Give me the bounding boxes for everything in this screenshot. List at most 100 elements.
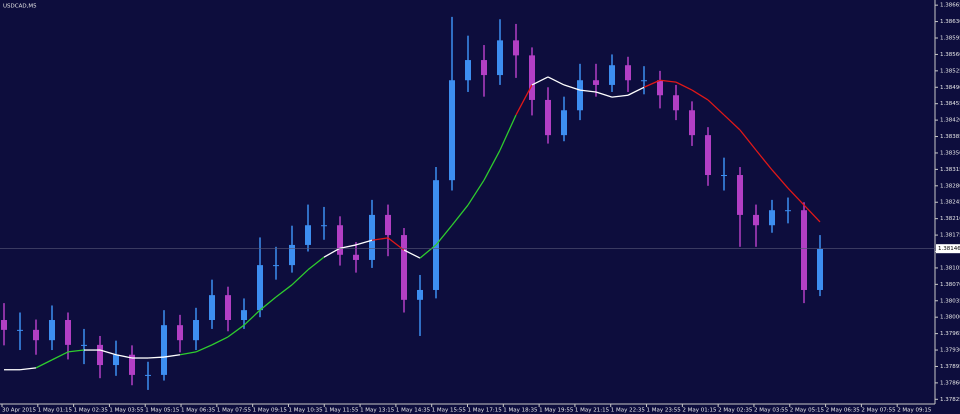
- moving-average-segment: [547, 76, 565, 86]
- candle-body: [257, 265, 263, 311]
- candle-body: [321, 225, 327, 227]
- candle-body: [145, 374, 151, 376]
- candle-body: [385, 214, 391, 236]
- moving-average-segment: [579, 89, 597, 93]
- candle-body: [561, 110, 567, 136]
- moving-average-segment: [275, 284, 293, 298]
- moving-average-segment: [739, 129, 757, 151]
- moving-average-segment: [371, 237, 389, 241]
- moving-average-segment: [755, 149, 773, 171]
- x-tick-label: 2 May 09:15: [897, 408, 932, 414]
- candle-body: [177, 325, 183, 341]
- y-tick-label: 1.38490: [940, 85, 960, 91]
- y-tick-label: 1.38560: [940, 52, 960, 58]
- moving-average-segment: [659, 79, 677, 83]
- moving-average-segment: [499, 114, 517, 151]
- moving-average-segment: [675, 81, 693, 91]
- candle-body: [193, 320, 199, 341]
- candle-body: [209, 295, 215, 321]
- candle-body: [273, 265, 279, 267]
- candle-body: [33, 329, 39, 341]
- x-tick-label: 1 May 02:35: [74, 408, 109, 414]
- x-tick-label: 2 May 07:55: [861, 408, 896, 414]
- candle-body: [481, 60, 487, 76]
- moving-average-segment: [803, 204, 821, 223]
- x-tick-label: 1 May 09:15: [253, 408, 288, 414]
- candle-body: [417, 289, 423, 300]
- candle-body: [97, 344, 103, 366]
- y-tick-label: 1.38665: [940, 3, 960, 9]
- moving-average-segment: [51, 351, 69, 361]
- current-price-box: [936, 244, 960, 254]
- moving-average-segment: [259, 296, 277, 311]
- x-tick-label: 1 May 18:35: [503, 408, 538, 414]
- candle-body: [769, 210, 775, 226]
- y-tick-label: 1.38175: [940, 233, 960, 239]
- moving-average-segment: [451, 204, 469, 226]
- candle-body: [737, 175, 743, 215]
- candle-body: [529, 55, 535, 100]
- moving-average-segment: [227, 324, 245, 338]
- candle-body: [369, 214, 375, 260]
- candle-body: [593, 80, 599, 85]
- candle-body: [337, 225, 343, 255]
- moving-average-segment: [211, 336, 229, 346]
- candle-body: [673, 95, 679, 111]
- moving-average-segment: [387, 237, 405, 251]
- candle-body: [1, 320, 7, 330]
- candle-body: [497, 40, 503, 76]
- y-tick-label: 1.38245: [940, 200, 960, 206]
- candle-body: [609, 65, 615, 85]
- x-tick-label: 1 May 11:55: [324, 408, 359, 414]
- moving-average-segment: [419, 244, 437, 259]
- candle-body: [785, 210, 791, 212]
- y-tick-label: 1.38630: [940, 19, 960, 25]
- moving-average-segment: [323, 247, 341, 258]
- moving-average-segment: [163, 354, 181, 358]
- moving-average-segment: [339, 244, 357, 249]
- y-tick-label: 1.38210: [940, 216, 960, 222]
- moving-average-segment: [179, 351, 197, 356]
- candle-body: [625, 65, 631, 81]
- y-tick-label: 1.38280: [940, 183, 960, 189]
- x-tick-label: 1 May 17:15: [468, 408, 503, 414]
- y-tick-label: 1.38455: [940, 101, 960, 107]
- current-price-label: 1.38146: [938, 246, 960, 252]
- moving-average-segment: [467, 179, 485, 206]
- candle-body: [545, 99, 551, 136]
- moving-average-segment: [723, 114, 741, 131]
- x-tick-label: 1 May 05:15: [145, 408, 180, 414]
- candle-body: [465, 60, 471, 81]
- x-tick-label: 1 May 22:35: [611, 408, 646, 414]
- candle-body: [657, 80, 663, 96]
- moving-average-segment: [771, 169, 789, 189]
- y-tick-label: 1.37965: [940, 331, 960, 337]
- candle-body: [689, 110, 695, 136]
- x-tick-label: 2 May 06:35: [826, 408, 861, 414]
- moving-average-segment: [355, 239, 373, 246]
- candle-body: [129, 354, 135, 375]
- x-tick-label: 1 May 07:55: [217, 408, 252, 414]
- moving-average-segment: [515, 84, 533, 116]
- moving-average-segment: [307, 256, 325, 271]
- moving-average-segment: [595, 91, 613, 98]
- y-tick-label: 1.38035: [940, 298, 960, 304]
- x-tick-label: 1 May 01:15: [38, 408, 73, 414]
- x-tick-label: 2 May 01:15: [682, 408, 717, 414]
- y-tick-label: 1.37860: [940, 380, 960, 386]
- y-tick-label: 1.38105: [940, 265, 960, 271]
- x-tick-label: 1 May 15:55: [432, 408, 467, 414]
- x-tick-label: 1 May 06:35: [181, 408, 216, 414]
- moving-average-segment: [691, 89, 709, 101]
- x-tick-label: 1 May 21:15: [575, 408, 610, 414]
- moving-average-segment: [563, 84, 581, 91]
- chart-title: USDCAD,M5: [3, 4, 37, 10]
- moving-average-segment: [643, 79, 661, 88]
- moving-average-segment: [707, 99, 725, 116]
- candle-body: [513, 40, 519, 56]
- y-tick-label: 1.38070: [940, 282, 960, 288]
- moving-average-segment: [483, 149, 501, 181]
- candle-body: [289, 244, 295, 266]
- candle-body: [17, 329, 23, 331]
